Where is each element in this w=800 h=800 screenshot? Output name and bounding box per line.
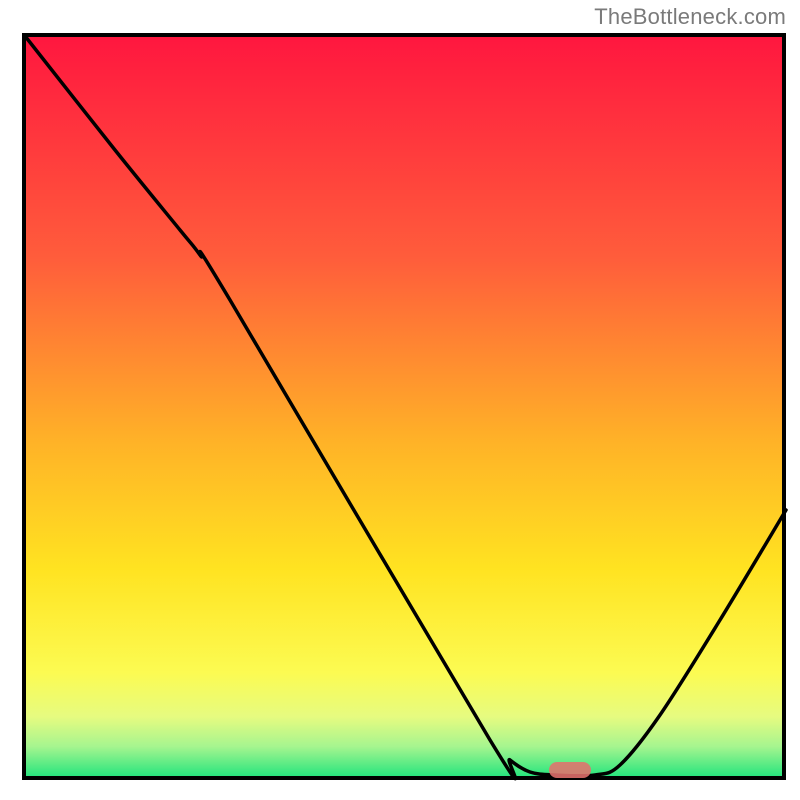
chart-frame bbox=[22, 33, 786, 780]
attribution-label: TheBottleneck.com bbox=[594, 4, 786, 30]
optimal-point-marker bbox=[549, 762, 591, 778]
